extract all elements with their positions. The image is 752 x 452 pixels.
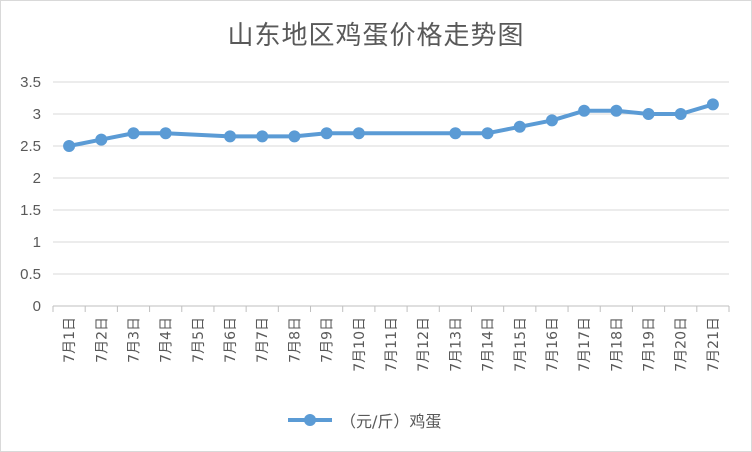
- data-point: [63, 140, 76, 152]
- x-tick-label: 7月3日: [126, 317, 142, 363]
- x-tick-label: 7月2日: [94, 317, 110, 363]
- data-point: [159, 127, 172, 140]
- x-tick-label: 7月21日: [706, 317, 722, 372]
- x-tick-label: 7月19日: [642, 317, 658, 372]
- x-tick-label: 7月10日: [352, 317, 368, 372]
- legend-marker-icon: [288, 408, 332, 432]
- x-tick-label: 7月16日: [545, 317, 561, 372]
- legend: （元/斤）鸡蛋: [288, 408, 441, 432]
- data-point: [449, 127, 462, 140]
- x-tick-label: 7月8日: [287, 317, 303, 363]
- y-tick-label: 0.5: [20, 266, 41, 283]
- x-tick-label: 7月18日: [609, 317, 625, 372]
- y-tick-label: 3: [33, 106, 41, 123]
- data-point: [674, 108, 687, 120]
- x-tick-label: 7月4日: [159, 317, 175, 363]
- x-tick-label: 7月7日: [255, 317, 271, 363]
- data-point: [288, 130, 301, 143]
- data-point: [320, 127, 333, 140]
- series-layer: [63, 98, 719, 152]
- data-point: [642, 108, 655, 120]
- y-tick-label: 2: [33, 170, 41, 187]
- data-point: [513, 120, 526, 133]
- data-point: [127, 127, 140, 140]
- x-tick-label: 7月15日: [513, 317, 529, 372]
- y-tick-label: 2.5: [20, 138, 41, 155]
- data-point: [481, 127, 494, 140]
- x-tick-label: 7月5日: [191, 317, 207, 363]
- tick-labels: 0 0.5 1 1.5 2 2.5 3 3.5 7月1日 7月2日 7月3日 7月4日 7月5日 7月6日…: [20, 74, 722, 372]
- data-point: [224, 130, 237, 143]
- data-point: [610, 104, 623, 117]
- x-tick-label: 7月13日: [448, 317, 464, 372]
- x-tick-label: 7月1日: [62, 317, 78, 363]
- y-tick-label: 3.5: [20, 74, 41, 91]
- axes: [52, 305, 730, 312]
- x-tick-label: 7月9日: [320, 317, 336, 363]
- x-tick-label: 7月17日: [577, 317, 593, 372]
- x-tick-label: 7月14日: [481, 317, 497, 372]
- legend-series-label: （元/斤）鸡蛋: [340, 412, 442, 431]
- data-point: [578, 104, 591, 117]
- x-tick-label: 7月11日: [384, 317, 400, 372]
- x-tick-label: 7月12日: [416, 317, 432, 372]
- y-tick-label: 1: [33, 234, 41, 251]
- data-point: [256, 130, 269, 143]
- data-point: [95, 133, 108, 146]
- data-point: [352, 127, 365, 140]
- data-point: [545, 114, 558, 127]
- data-point: [706, 98, 719, 111]
- chart-title: 山东地区鸡蛋价格走势图: [227, 21, 525, 51]
- y-tick-label: 0: [33, 298, 41, 315]
- x-tick-label: 7月6日: [223, 317, 239, 363]
- y-tick-label: 1.5: [20, 202, 41, 219]
- x-tick-label: 7月20日: [674, 317, 690, 372]
